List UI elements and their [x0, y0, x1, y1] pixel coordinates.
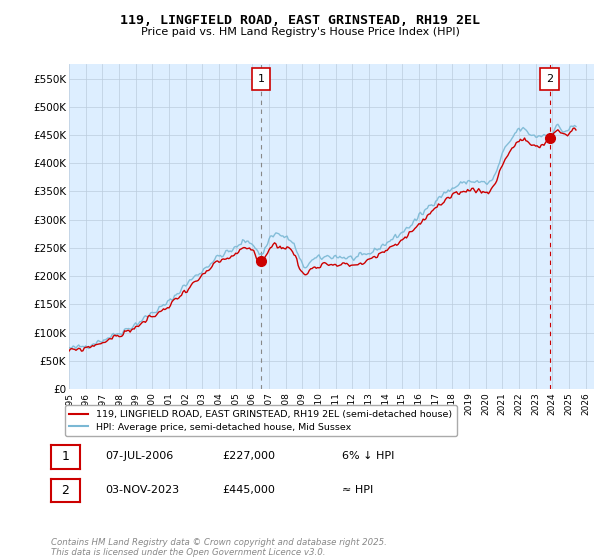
FancyBboxPatch shape — [540, 68, 559, 90]
FancyBboxPatch shape — [251, 68, 271, 90]
Text: 119, LINGFIELD ROAD, EAST GRINSTEAD, RH19 2EL: 119, LINGFIELD ROAD, EAST GRINSTEAD, RH1… — [120, 14, 480, 27]
Text: 07-JUL-2006: 07-JUL-2006 — [105, 451, 173, 461]
Text: 2: 2 — [61, 484, 70, 497]
Text: 6% ↓ HPI: 6% ↓ HPI — [342, 451, 394, 461]
Text: 03-NOV-2023: 03-NOV-2023 — [105, 485, 179, 495]
Text: £227,000: £227,000 — [222, 451, 275, 461]
Text: £445,000: £445,000 — [222, 485, 275, 495]
Text: Price paid vs. HM Land Registry's House Price Index (HPI): Price paid vs. HM Land Registry's House … — [140, 27, 460, 37]
Legend: 119, LINGFIELD ROAD, EAST GRINSTEAD, RH19 2EL (semi-detached house), HPI: Averag: 119, LINGFIELD ROAD, EAST GRINSTEAD, RH1… — [65, 405, 457, 436]
Text: ≈ HPI: ≈ HPI — [342, 485, 373, 495]
Text: 1: 1 — [257, 74, 265, 84]
Text: 1: 1 — [61, 450, 70, 464]
Text: Contains HM Land Registry data © Crown copyright and database right 2025.
This d: Contains HM Land Registry data © Crown c… — [51, 538, 387, 557]
Text: 2: 2 — [546, 74, 553, 84]
